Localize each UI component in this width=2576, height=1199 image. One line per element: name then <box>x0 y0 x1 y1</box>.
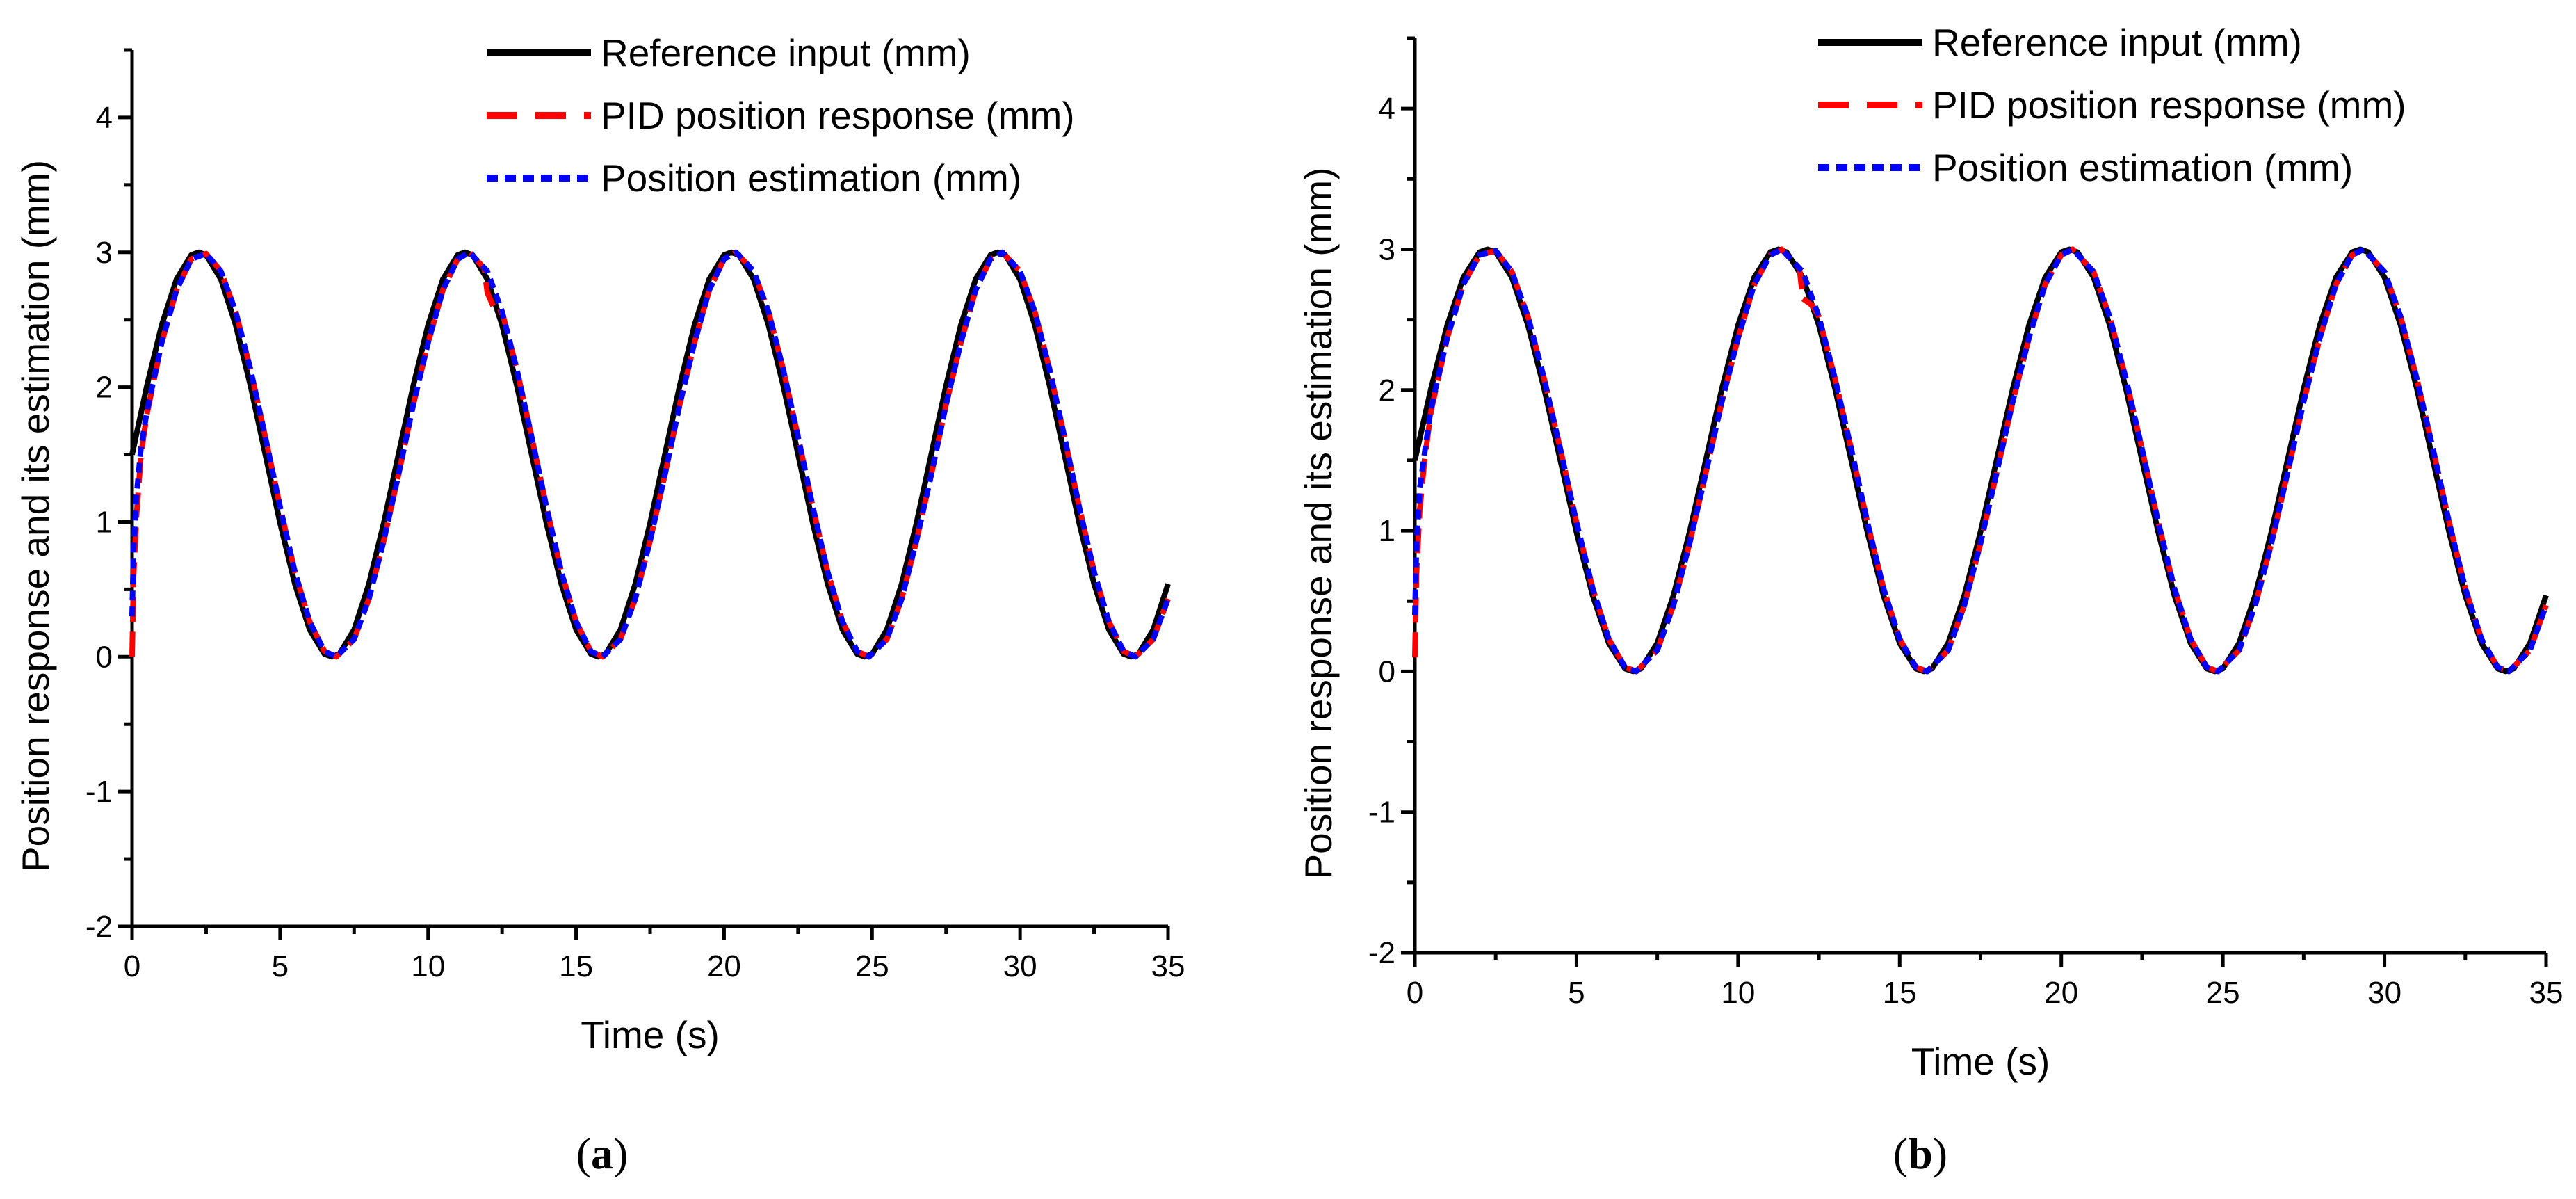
y-tick-label: 4 <box>96 101 113 135</box>
x-tick-label: 30 <box>1003 949 1037 983</box>
y-tick-label: -2 <box>86 910 113 944</box>
series-line-reference-input-mm <box>1412 246 2549 675</box>
legend-label: Position estimation (mm) <box>601 156 1021 200</box>
y-tick-label: -2 <box>1368 936 1395 970</box>
x-tick-label: 35 <box>2529 976 2563 1010</box>
x-tick-label: 25 <box>855 949 889 983</box>
x-tick-label: 35 <box>1151 949 1185 983</box>
series-line-pid-position-response-mm <box>1412 246 2549 675</box>
y-tick-label: 0 <box>96 640 113 674</box>
legend-label: PID position response (mm) <box>601 94 1075 137</box>
panel-label-b: (b) <box>1893 1129 1947 1178</box>
x-tick-label: 20 <box>707 949 741 983</box>
series-line-pid-position-response-mm <box>129 249 1171 660</box>
x-tick-label: 5 <box>1568 976 1585 1010</box>
x-tick-label: 30 <box>2367 976 2401 1010</box>
y-tick-label: 2 <box>96 371 113 405</box>
legend-label: Position estimation (mm) <box>1932 146 2353 189</box>
y-tick-label: 1 <box>96 505 113 539</box>
x-axis-title-a: Time (s) <box>581 1013 720 1056</box>
axes-b: 0 5 10 15 20 25 30 35 -2 -1 0 1 2 3 4 <box>1368 36 2563 1010</box>
y-tick-label: 4 <box>1379 92 1395 126</box>
y-tick-label: -1 <box>86 775 113 809</box>
x-tick-label: 0 <box>124 949 140 983</box>
x-tick-label: 20 <box>2044 976 2078 1010</box>
y-tick-label: 3 <box>1379 232 1395 266</box>
chart-panel-a: 0 5 10 15 20 25 30 35 -2 -1 0 1 2 3 4 Reference input … <box>14 31 1185 1178</box>
x-tick-label: 10 <box>1721 976 1755 1010</box>
x-tick-label: 15 <box>1883 976 1917 1010</box>
series-group-b <box>1412 246 2549 675</box>
x-tick-label: 0 <box>1407 976 1423 1010</box>
legend-label: PID position response (mm) <box>1932 83 2406 127</box>
series-line-position-estimation-mm <box>129 249 1171 660</box>
x-tick-label: 5 <box>272 949 289 983</box>
y-tick-label: 0 <box>1379 654 1395 689</box>
y-axis-title-b: Position response and its estimation (mm… <box>1297 167 1340 879</box>
axes-a: 0 5 10 15 20 25 30 35 -2 -1 0 1 2 3 4 <box>86 48 1185 983</box>
series-line-reference-input-mm <box>129 249 1171 660</box>
y-tick-label: 2 <box>1379 373 1395 408</box>
panel-letter-b: b <box>1908 1129 1933 1178</box>
x-tick-label: 15 <box>559 949 593 983</box>
legend-label: Reference input (mm) <box>1932 21 2302 64</box>
y-tick-label: -1 <box>1368 796 1395 830</box>
x-axis-title-b: Time (s) <box>1911 1040 2050 1083</box>
x-tick-label: 25 <box>2206 976 2240 1010</box>
series-line-position-estimation-mm <box>1412 246 2549 675</box>
y-axis-title-a: Position response and its estimation (mm… <box>14 160 57 872</box>
legend-a: Reference input (mm) PID position respons… <box>487 31 1075 200</box>
panel-letter-a: a <box>591 1129 613 1178</box>
legend-b: Reference input (mm) PID position respons… <box>1818 21 2406 189</box>
series-group-a <box>129 249 1171 660</box>
panel-label-a: (a) <box>576 1129 629 1178</box>
legend-label: Reference input (mm) <box>601 31 971 74</box>
x-tick-label: 10 <box>411 949 445 983</box>
chart-panel-b: 0 5 10 15 20 25 30 35 -2 -1 0 1 2 3 4 Reference input … <box>1297 21 2563 1178</box>
y-tick-label: 1 <box>1379 514 1395 548</box>
y-tick-label: 3 <box>96 236 113 270</box>
